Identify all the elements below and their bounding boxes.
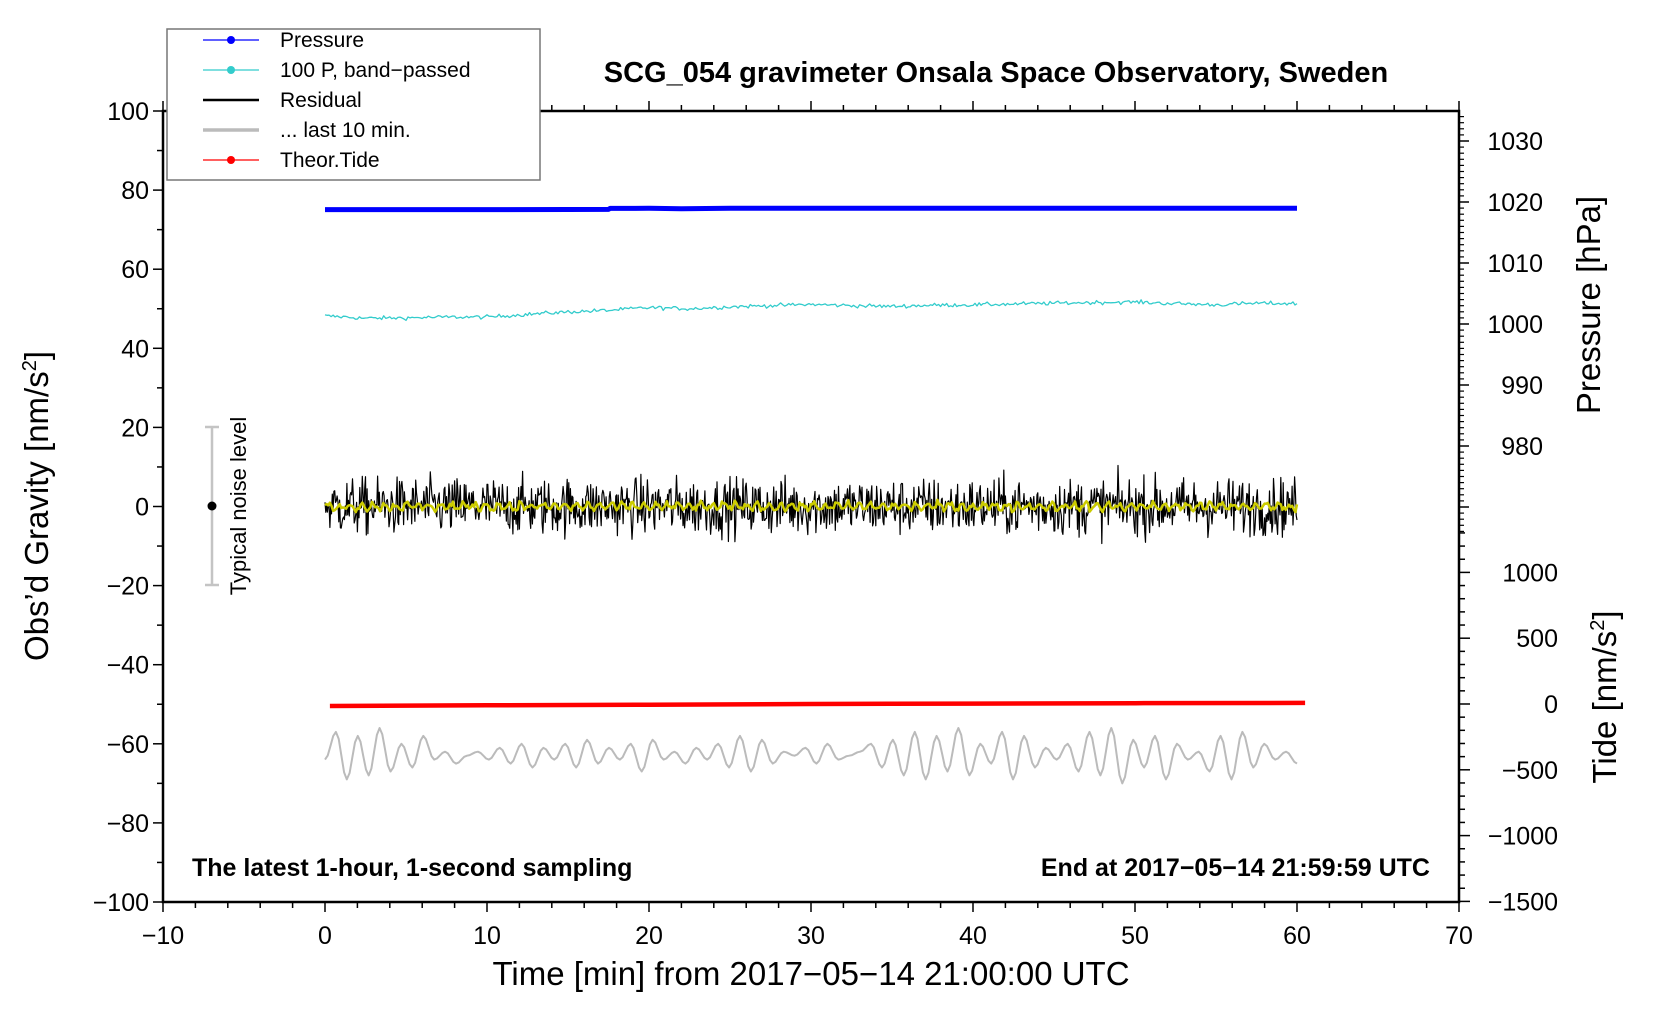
axes-ticks: −10 0 10 20 30 40 50 60 70−100−80−60−40−20020406… xyxy=(93,98,1558,950)
tide-tick-label: 0 xyxy=(1544,691,1558,719)
series-layer xyxy=(324,205,1306,785)
legend-box xyxy=(166,28,541,181)
theoretical-tide-line xyxy=(329,700,1306,709)
legend-entry: Theor.Tide xyxy=(203,149,380,172)
legend-label: ... last 10 min. xyxy=(280,119,411,142)
x-tick-label: 70 xyxy=(1445,922,1473,950)
y-axis-label-pressure: Pressure [hPa] xyxy=(1570,196,1607,414)
y-left-tick-label: 20 xyxy=(121,414,149,442)
y-left-tick-label: −60 xyxy=(107,731,149,759)
noise-label: Typical noise level xyxy=(226,417,251,596)
pressure-line xyxy=(325,205,1297,213)
residual-smoothed-line xyxy=(324,498,1299,514)
legend-label: Pressure xyxy=(280,29,364,52)
annotation-left: The latest 1-hour, 1-second sampling xyxy=(192,854,632,882)
legend-entry: ... last 10 min. xyxy=(203,119,411,142)
legend-label: 100 P, band−passed xyxy=(280,59,471,82)
y-left-tick-label: 40 xyxy=(121,335,149,363)
x-tick-label: 50 xyxy=(1121,922,1149,950)
y-left-tick-label: 0 xyxy=(135,494,149,522)
x-tick-label: 60 xyxy=(1283,922,1311,950)
chart-title: SCG_054 gravimeter Onsala Space Observat… xyxy=(604,57,1388,89)
legend-entry: Pressure xyxy=(203,29,364,52)
y-left-tick-label: −80 xyxy=(107,810,149,838)
y-left-tick-label: −20 xyxy=(107,573,149,601)
y-left-tick-label: 80 xyxy=(121,177,149,205)
y-left-tick-label: −40 xyxy=(107,652,149,680)
x-tick-label: 10 xyxy=(473,922,501,950)
pressure-tick-label: 990 xyxy=(1501,372,1543,400)
tide-tick-label: −500 xyxy=(1502,757,1558,785)
y-left-tick-label: −100 xyxy=(93,889,149,917)
y-axis-label-left: Obs’d Gravity [nm/s2] xyxy=(18,351,55,661)
y-left-tick-label: 60 xyxy=(121,256,149,284)
pressure-tick-label: 1000 xyxy=(1487,311,1543,339)
pressure-tick-label: 1010 xyxy=(1487,250,1543,278)
x-tick-label: 0 xyxy=(318,922,332,950)
tide-tick-label: 1000 xyxy=(1502,559,1558,587)
pressure-tick-label: 1020 xyxy=(1487,189,1543,217)
x-tick-label: 30 xyxy=(797,922,825,950)
tide-tick-label: 500 xyxy=(1516,625,1558,653)
residual-line xyxy=(324,464,1298,545)
tide-tick-label: −1000 xyxy=(1488,823,1558,851)
legend-label: Theor.Tide xyxy=(280,149,380,172)
legend-entry: 100 P, band−passed xyxy=(203,59,471,82)
legend-label: Residual xyxy=(280,89,362,112)
annotation-right: End at 2017−05−14 21:59:59 UTC xyxy=(1041,854,1430,882)
x-axis-label: Time [min] from 2017−05−14 21:00:00 UTC xyxy=(492,955,1129,992)
x-tick-label: −10 xyxy=(142,922,184,950)
legend-marker-dot xyxy=(227,156,235,164)
legend: Pressure 100 P, band−passed Residual ... la… xyxy=(166,28,541,181)
plot-frame xyxy=(161,109,1461,904)
last-10-min-line xyxy=(324,727,1298,785)
legend-marker-dot xyxy=(227,66,235,74)
legend-entry: Residual xyxy=(203,89,362,112)
x-tick-label: 40 xyxy=(959,922,987,950)
y-left-tick-label: 100 xyxy=(107,98,149,126)
x-tick-label: 20 xyxy=(635,922,663,950)
band-passed-pressure-line xyxy=(324,299,1298,322)
tide-tick-label: −1500 xyxy=(1488,888,1558,916)
pressure-tick-label: 980 xyxy=(1501,433,1543,461)
noise-center-dot xyxy=(207,501,217,511)
legend-marker-dot xyxy=(227,36,235,44)
pressure-tick-label: 1030 xyxy=(1487,128,1543,156)
y-axis-label-tide: Tide [nm/s2] xyxy=(1586,610,1623,783)
noise-level-indicator: Typical noise level xyxy=(205,417,251,596)
